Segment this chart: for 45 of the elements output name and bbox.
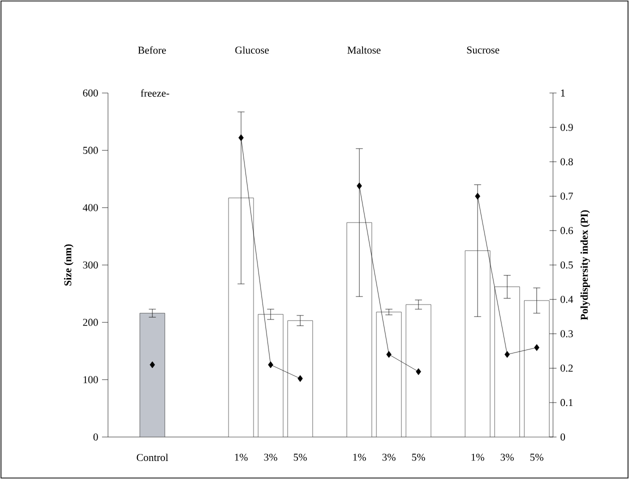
point xyxy=(356,182,362,190)
text: Sucrose xyxy=(467,46,500,54)
x-tick-label: 5% xyxy=(294,454,307,461)
x-tick-label: 5% xyxy=(530,454,544,461)
y2-tick-label: 0.1 xyxy=(560,399,573,406)
text: Maltose xyxy=(347,46,380,54)
x-tick-label: 3% xyxy=(264,454,278,461)
y2-axis-title: Polydispersity index (PI) xyxy=(580,210,590,320)
point xyxy=(298,375,303,382)
y2-tick-label: 0.6 xyxy=(560,227,573,234)
y2-tick-label: 1 xyxy=(561,90,565,96)
x-tick-label: 1% xyxy=(472,454,484,461)
x-tick-label: 1% xyxy=(235,454,248,461)
y2-tick-label: 0 xyxy=(560,433,566,441)
x-tick-label: 5% xyxy=(412,454,426,461)
point xyxy=(150,361,155,368)
y-tick-label: 0 xyxy=(93,433,98,441)
point xyxy=(386,351,392,358)
y2-tick-label: 0.8 xyxy=(560,158,573,166)
point xyxy=(504,351,510,358)
text: Before xyxy=(138,46,166,54)
y2-tick-label: 0.2 xyxy=(560,364,573,372)
annotation: freeze- xyxy=(140,89,170,97)
point xyxy=(238,134,244,142)
y2-tick-label: 0.3 xyxy=(560,330,573,338)
y2-tick-label: 0.9 xyxy=(560,124,573,131)
x-tick-label: 3% xyxy=(382,454,396,461)
y-tick-label: 300 xyxy=(83,261,98,269)
y2-tick-label: 0.5 xyxy=(560,261,573,269)
y-tick-label: 200 xyxy=(83,318,98,326)
y-tick-label: 500 xyxy=(83,146,98,154)
point xyxy=(268,361,274,368)
y-axis-title: Size (nm) xyxy=(64,244,74,286)
y-tick-label: 400 xyxy=(82,204,98,212)
text: Glucose xyxy=(235,46,269,54)
x-tick-label: 1% xyxy=(353,454,366,461)
y2-tick-label: 0.7 xyxy=(560,192,573,200)
y-tick-label: 600 xyxy=(83,89,98,97)
y2-tick-label: 0.4 xyxy=(560,296,574,303)
x-tick-label: Control xyxy=(136,454,168,462)
point xyxy=(475,192,480,200)
point xyxy=(534,344,540,351)
y-tick-label: 100 xyxy=(84,376,98,384)
x-tick-label: 3% xyxy=(500,454,514,461)
point xyxy=(416,368,422,376)
